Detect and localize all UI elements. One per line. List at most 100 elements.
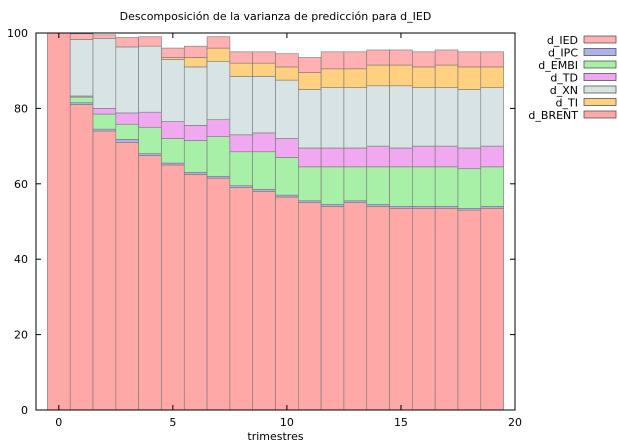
- bar-segment-d-brent: [389, 208, 413, 411]
- x-tick-label: 10: [280, 416, 294, 429]
- bar-segment-d-td: [389, 147, 413, 168]
- legend-swatch-d-embi: [583, 60, 617, 69]
- bar-segment-d-brent: [275, 196, 299, 411]
- bar-segment-d-xn: [457, 89, 482, 149]
- bar-segment-d-embi: [161, 138, 185, 164]
- bar-segment-d-ied: [412, 51, 436, 68]
- bar-segment-d-xn: [320, 87, 345, 149]
- bar-segment-d-brent: [206, 177, 231, 411]
- bar-segment-d-xn: [252, 76, 276, 134]
- legend-label: d_XN: [550, 84, 578, 97]
- legend-swatch-d-brent: [583, 110, 617, 119]
- bar-segment-d-embi: [252, 151, 276, 190]
- bar-segment-d-ti: [343, 68, 368, 88]
- plot-frame: [35, 32, 516, 411]
- x-tick-label: 20: [508, 416, 522, 429]
- bar-segment-d-td: [412, 145, 436, 168]
- legend-label: d_TI: [556, 97, 578, 110]
- y-tick-label: 0: [21, 404, 28, 417]
- legend-swatch-d-xn: [583, 85, 617, 94]
- bar-segment-d-td: [206, 119, 231, 137]
- bar-segment-d-brent: [343, 202, 368, 411]
- bar-segment-d-ied: [252, 51, 276, 64]
- legend-swatch-d-ti: [583, 98, 617, 106]
- bar-segment-d-ti: [434, 64, 459, 88]
- legend-swatch-d-ied: [583, 35, 617, 44]
- bar-segment-d-xn: [366, 85, 390, 147]
- bar-segment-d-ied: [183, 45, 208, 58]
- x-tick-label: 5: [169, 416, 176, 429]
- bar-segment-d-embi: [412, 166, 436, 207]
- bar-segment-d-xn: [343, 87, 368, 149]
- bar-segment-d-ied: [92, 34, 117, 39]
- bar-segment-d-ipc: [115, 139, 139, 143]
- bar-segment-d-brent: [457, 209, 482, 411]
- bar-segment-d-ied: [206, 36, 231, 49]
- bar-segment-d-td: [252, 132, 276, 153]
- bar-segment-d-ied: [161, 47, 185, 58]
- y-tick-label: 100: [7, 27, 28, 40]
- bar-segment-d-ti: [275, 66, 299, 81]
- bar-segment-d-td: [229, 134, 253, 153]
- bar-segment-d-ied: [298, 57, 322, 73]
- bar-segment-d-embi: [138, 126, 162, 154]
- bar-segment-d-td: [161, 121, 185, 139]
- bar-segment-d-xn: [138, 45, 162, 113]
- bar-segment-d-xn: [115, 46, 139, 114]
- x-tick-label: 15: [394, 416, 408, 429]
- x-axis-label: trimestres: [247, 430, 303, 443]
- bar-segment-d-td: [480, 145, 504, 168]
- bar-segment-d-ti: [366, 64, 390, 87]
- bar-segment-d-embi: [343, 166, 368, 202]
- bar-segment-d-embi: [229, 151, 253, 186]
- bar-segment-d-ied: [457, 51, 482, 68]
- bar-segment-d-embi: [183, 140, 208, 173]
- legend-label: d_TD: [550, 72, 578, 85]
- bar-segment-d-embi: [320, 166, 345, 205]
- bar-segment-d-brent: [183, 174, 208, 411]
- chart-title: Descomposición de la varianza de predicc…: [120, 10, 432, 23]
- bar-segment-d-ti: [480, 66, 504, 88]
- bar-segment-d-brent: [412, 208, 436, 411]
- bar-segment-d-ied: [115, 37, 139, 48]
- bar-segment-d-embi: [115, 123, 139, 140]
- bar-segment-d-td: [457, 147, 482, 170]
- bar-segment-d-td: [366, 145, 390, 168]
- bar-segment-d-brent: [366, 206, 390, 411]
- bar-segment-d-ied: [275, 53, 299, 68]
- bar-segment-d-embi: [275, 157, 299, 196]
- x-tick-label: 0: [55, 416, 62, 429]
- bar-segment-d-brent: [161, 164, 185, 411]
- y-tick-label: 40: [14, 253, 28, 266]
- bar-segment-d-xn: [412, 87, 436, 147]
- bar-segment-d-embi: [366, 166, 390, 205]
- bar-segment-d-embi: [298, 166, 322, 202]
- bar-segment-d-td: [275, 138, 299, 158]
- bar-segment-d-ied: [389, 49, 413, 66]
- bar-segment-d-ied: [434, 49, 459, 66]
- bar-segment-d-embi: [457, 168, 482, 209]
- legend-label: d_EMBI: [538, 59, 578, 72]
- bar-segment-d-ti: [298, 72, 322, 90]
- y-tick-label: 80: [14, 102, 28, 115]
- bar-segment-d-brent: [229, 187, 253, 411]
- legend-label: d_BRENT: [528, 109, 578, 122]
- bar-segment-d-ti: [183, 57, 208, 68]
- legend-label: d_IED: [547, 34, 578, 47]
- ticks-group: 0 20 40 60 80 100 0 5 10 15 20: [7, 27, 522, 429]
- bar-segment-d-xn: [275, 79, 299, 139]
- bar-segment-d-brent: [69, 104, 94, 411]
- bar-segment-d-brent: [138, 155, 162, 411]
- bar-segment-d-td: [92, 108, 117, 115]
- bar-segment-d-xn: [229, 76, 253, 136]
- bar-segment-d-embi: [389, 166, 413, 207]
- bar-segment-d-ied: [343, 51, 368, 70]
- bar-segment-d-embi: [434, 166, 459, 207]
- bar-segment-d-td: [138, 111, 162, 128]
- bar-segment-d-ied: [366, 49, 390, 66]
- bars-group: [47, 32, 504, 411]
- bar-segment-d-brent: [434, 208, 459, 411]
- bar-segment-d-ied: [229, 51, 253, 64]
- bar-segment-d-td: [434, 145, 459, 168]
